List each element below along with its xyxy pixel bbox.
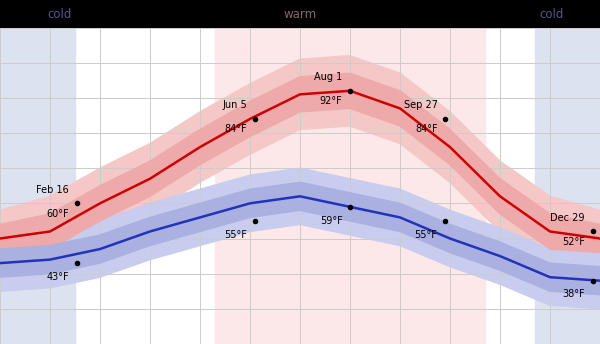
Text: warm: warm: [283, 8, 317, 21]
Text: 92°F: 92°F: [320, 96, 343, 106]
Text: Feb 16: Feb 16: [36, 184, 69, 195]
Text: Aug 1: Aug 1: [314, 72, 343, 82]
Text: 59°F: 59°F: [320, 216, 343, 226]
Text: 55°F: 55°F: [224, 230, 247, 240]
Text: 43°F: 43°F: [46, 272, 69, 282]
Bar: [215, 28, 485, 344]
Text: cold: cold: [540, 8, 564, 21]
Text: Dec 29: Dec 29: [551, 213, 585, 223]
Text: Jun 5: Jun 5: [223, 100, 247, 110]
Text: Sep 27: Sep 27: [404, 100, 437, 110]
Bar: [0, 28, 75, 344]
Text: 84°F: 84°F: [225, 124, 247, 134]
Text: 60°F: 60°F: [46, 208, 69, 219]
Text: cold: cold: [48, 8, 72, 21]
Bar: [535, 28, 600, 344]
Text: 38°F: 38°F: [562, 290, 585, 300]
Text: 84°F: 84°F: [415, 124, 437, 134]
Text: 55°F: 55°F: [415, 230, 437, 240]
Text: 52°F: 52°F: [562, 237, 585, 247]
